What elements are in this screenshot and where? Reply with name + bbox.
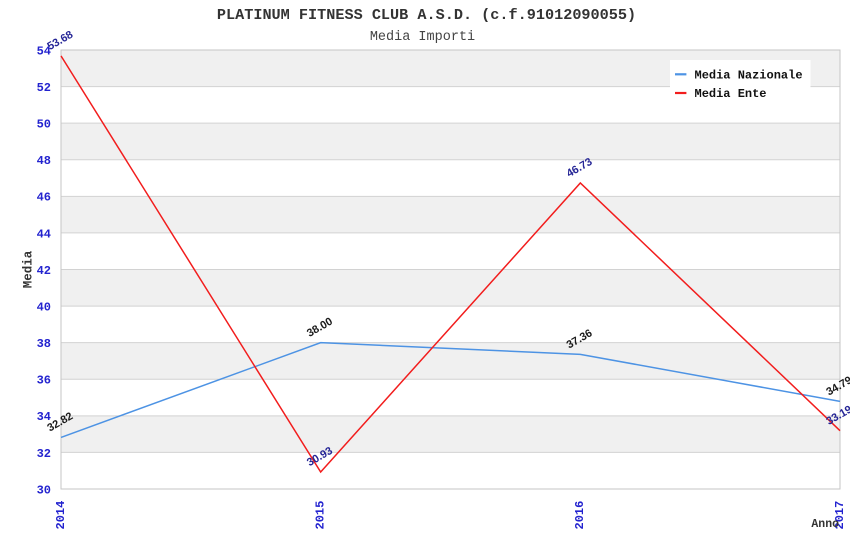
svg-text:Anno: Anno [811, 518, 839, 531]
svg-text:PLATINUM FITNESS CLUB A.S.D. (: PLATINUM FITNESS CLUB A.S.D. (c.f.910120… [217, 6, 636, 24]
svg-text:38: 38 [37, 337, 51, 351]
svg-text:30: 30 [37, 483, 51, 497]
svg-text:48: 48 [37, 154, 51, 168]
svg-text:40: 40 [37, 301, 51, 315]
svg-text:44: 44 [37, 227, 51, 241]
svg-text:Media Nazionale: Media Nazionale [695, 69, 803, 83]
svg-text:2014: 2014 [54, 501, 68, 530]
svg-text:2017: 2017 [833, 501, 847, 530]
svg-text:36: 36 [37, 374, 51, 388]
svg-text:54: 54 [37, 44, 51, 58]
svg-text:52: 52 [37, 81, 51, 95]
svg-text:2016: 2016 [573, 501, 587, 530]
svg-text:42: 42 [37, 264, 51, 278]
svg-text:46: 46 [37, 191, 51, 205]
svg-text:Media Ente: Media Ente [695, 87, 767, 101]
svg-text:2015: 2015 [313, 501, 327, 530]
svg-text:Media: Media [22, 250, 36, 288]
svg-text:50: 50 [37, 118, 51, 132]
svg-text:34: 34 [37, 410, 51, 424]
svg-text:Media Importi: Media Importi [370, 30, 475, 45]
svg-text:32: 32 [37, 447, 51, 461]
